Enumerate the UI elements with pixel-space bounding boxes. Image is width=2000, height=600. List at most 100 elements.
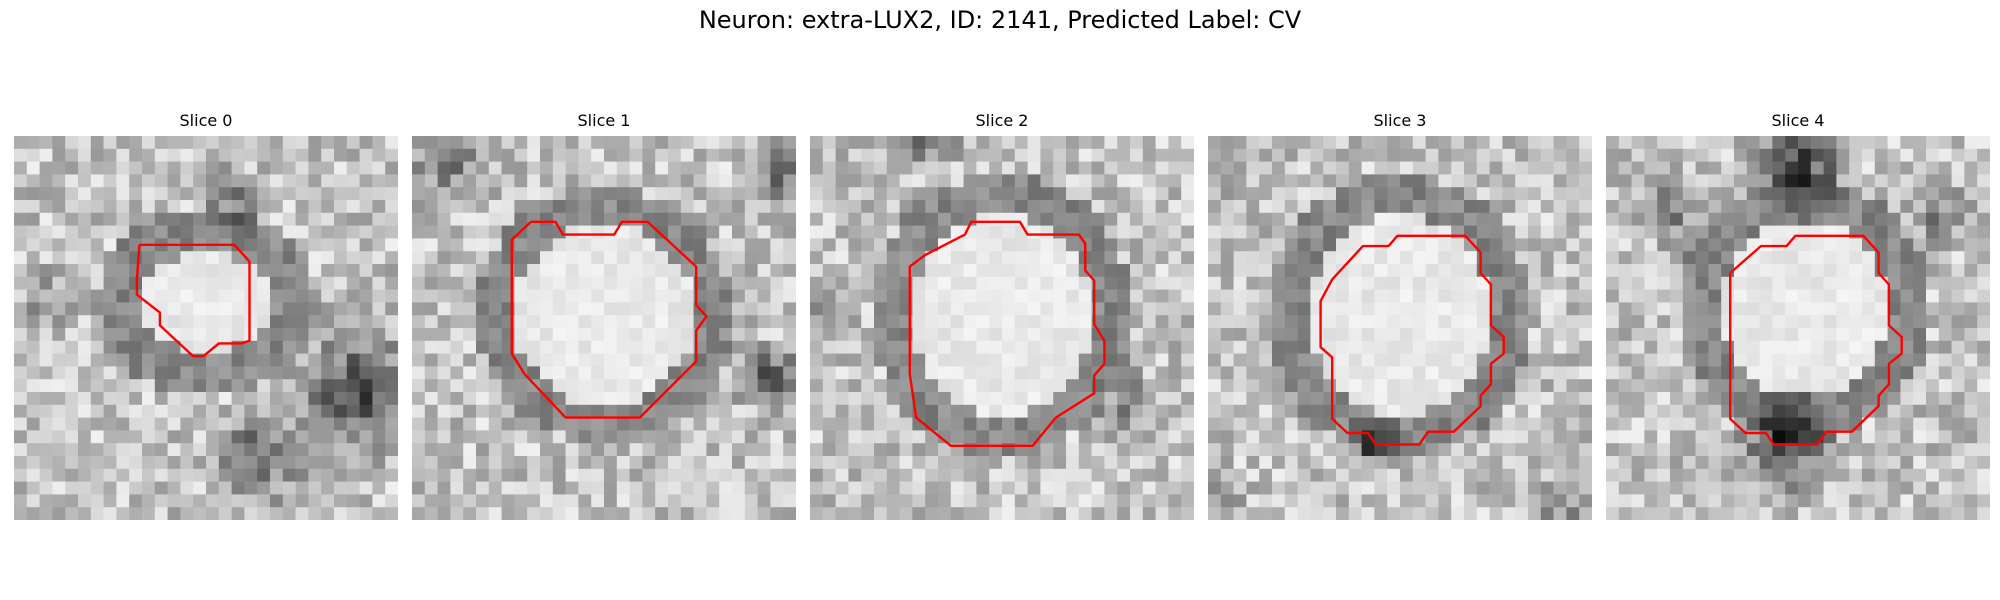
pixel [1272,507,1286,520]
pixel [835,276,849,290]
pixel [1246,353,1260,367]
pixel [308,379,322,393]
pixel [282,328,296,342]
pixel [1849,251,1863,265]
pixel [783,340,796,354]
pixel [1977,212,1990,226]
pixel [732,443,746,457]
pixel [1644,315,1658,329]
pixel [629,507,643,520]
pixel [1836,276,1850,290]
pixel [861,340,875,354]
pixel [1721,366,1735,380]
pixel [218,251,232,265]
pixel [810,315,824,329]
pixel [1540,212,1554,226]
pixel [1502,276,1516,290]
pixel [129,136,143,150]
pixel [1246,315,1260,329]
pixel [154,148,168,162]
pixel [1233,353,1247,367]
pixel [578,494,592,508]
pixel [1708,200,1722,214]
pixel [1002,200,1016,214]
pixel [1900,161,1914,175]
pixel [385,315,398,329]
pixel [1361,379,1375,393]
pixel [1027,238,1041,252]
pixel [142,148,156,162]
pixel [1849,456,1863,470]
pixel [693,148,707,162]
pixel [912,302,926,316]
pixel [1682,404,1696,418]
pixel [680,430,694,444]
pixel [295,430,309,444]
pixel [757,443,771,457]
pixel [154,225,168,239]
pixel [1670,225,1684,239]
pixel [604,328,618,342]
pixel [463,366,477,380]
pixel [26,404,40,418]
pixel [116,136,130,150]
pixel [1721,353,1735,367]
pixel [1540,379,1554,393]
pixel [1631,225,1645,239]
pixel [1220,174,1234,188]
segmentation-contour [135,243,251,358]
pixel [1155,468,1169,482]
pixel [616,148,630,162]
pixel [1606,225,1620,239]
pixel [1078,417,1092,431]
pixel [1002,328,1016,342]
pixel [874,468,888,482]
pixel [1746,404,1760,418]
pixel [886,430,900,444]
pixel [1027,148,1041,162]
pixel [783,468,796,482]
pixel [616,494,630,508]
pixel [540,212,554,226]
pixel [1823,148,1837,162]
pixel [1078,443,1092,457]
pixel [1464,481,1478,495]
pixel [963,481,977,495]
pixel [578,136,592,150]
pixel [1670,468,1684,482]
pixel [1502,251,1516,265]
pixel [848,481,862,495]
pixel [52,238,66,252]
pixel [359,366,373,380]
pixel [1977,507,1990,520]
pixel [1938,212,1952,226]
pixel [950,481,964,495]
pixel [1798,251,1812,265]
pixel [1259,136,1273,150]
pixel [65,392,79,406]
pixel [206,430,220,444]
pixel [578,200,592,214]
pixel [527,315,541,329]
pixel [1810,251,1824,265]
pixel [1823,212,1837,226]
pixel [39,212,53,226]
pixel [642,379,656,393]
pixel [1836,264,1850,278]
pixel [1657,315,1671,329]
pixel [1913,315,1927,329]
pixel [1759,340,1773,354]
pixel [963,366,977,380]
pixel [835,251,849,265]
pixel [655,430,669,444]
pixel [1823,187,1837,201]
pixel [257,340,271,354]
pixel [129,328,143,342]
pixel [1104,148,1118,162]
pixel [1772,507,1786,520]
pixel [655,353,669,367]
pixel [1759,443,1773,457]
pixel [950,238,964,252]
pixel [1400,212,1414,226]
pixel [706,251,720,265]
